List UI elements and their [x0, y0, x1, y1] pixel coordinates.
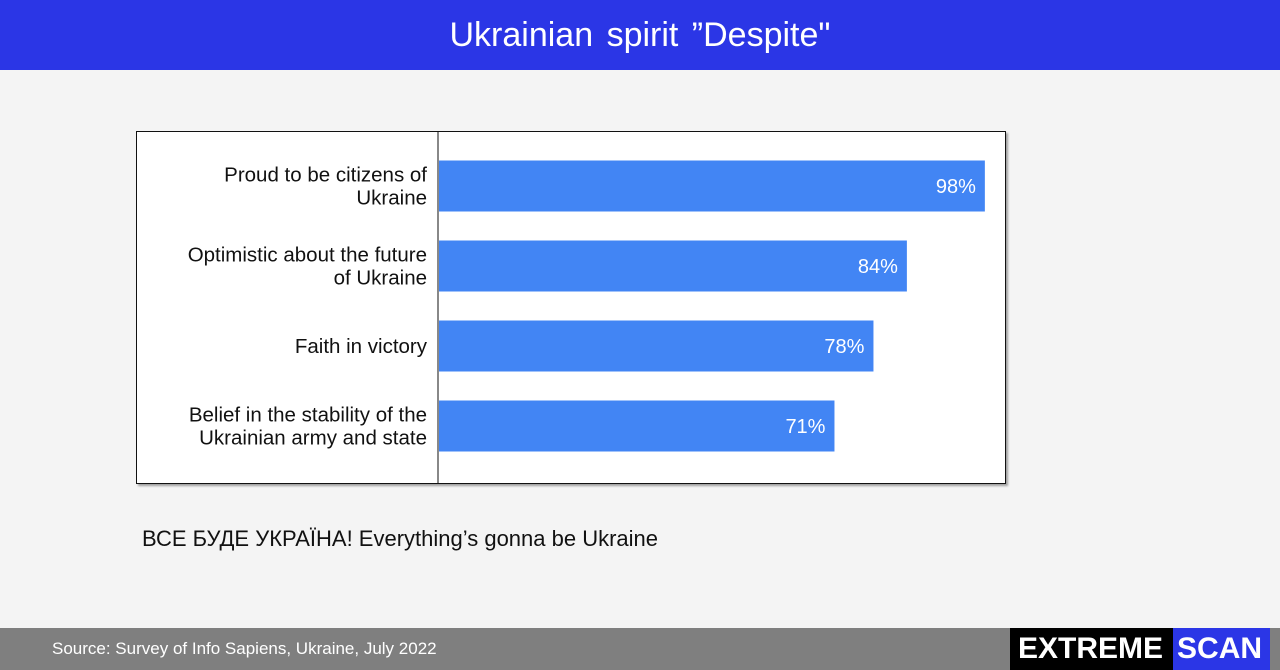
- brand-logo-part1: EXTREME: [1010, 628, 1174, 670]
- category-label: Optimistic about the future of Ukraine: [188, 244, 427, 290]
- source-note: Source: Survey of Info Sapiens, Ukraine,…: [52, 639, 437, 658]
- bar: [439, 160, 985, 212]
- category-label: Belief in the stability of the Ukrainian …: [189, 404, 427, 450]
- brand-logo-part2: SCAN: [1173, 628, 1271, 670]
- bar-chart-svg: 98% Proud to be citizens of Ukraine 84% Opti…: [188, 132, 985, 483]
- data-label: 98%: [936, 176, 976, 198]
- brand-logo: EXTREME SCAN: [1010, 628, 1271, 670]
- data-label: 84%: [858, 256, 898, 278]
- category-label: Proud to be citizens of Ukraine: [224, 164, 427, 210]
- data-label: 78%: [824, 336, 864, 358]
- bar: [439, 400, 835, 452]
- page-title: Ukrainian spirit ”Despite": [449, 15, 831, 54]
- bar-chart: 98% Proud to be citizens of Ukraine 84% Opti…: [136, 131, 1006, 484]
- data-label: 71%: [785, 416, 825, 438]
- tagline: ВСЕ БУДЕ УКРАЇНА! Everything’s gonna be …: [142, 526, 659, 551]
- title-bar: Ukrainian spirit ”Despite": [0, 0, 1280, 70]
- bar: [439, 320, 874, 372]
- category-label: Faith in victory: [295, 335, 428, 358]
- bar: [439, 240, 907, 292]
